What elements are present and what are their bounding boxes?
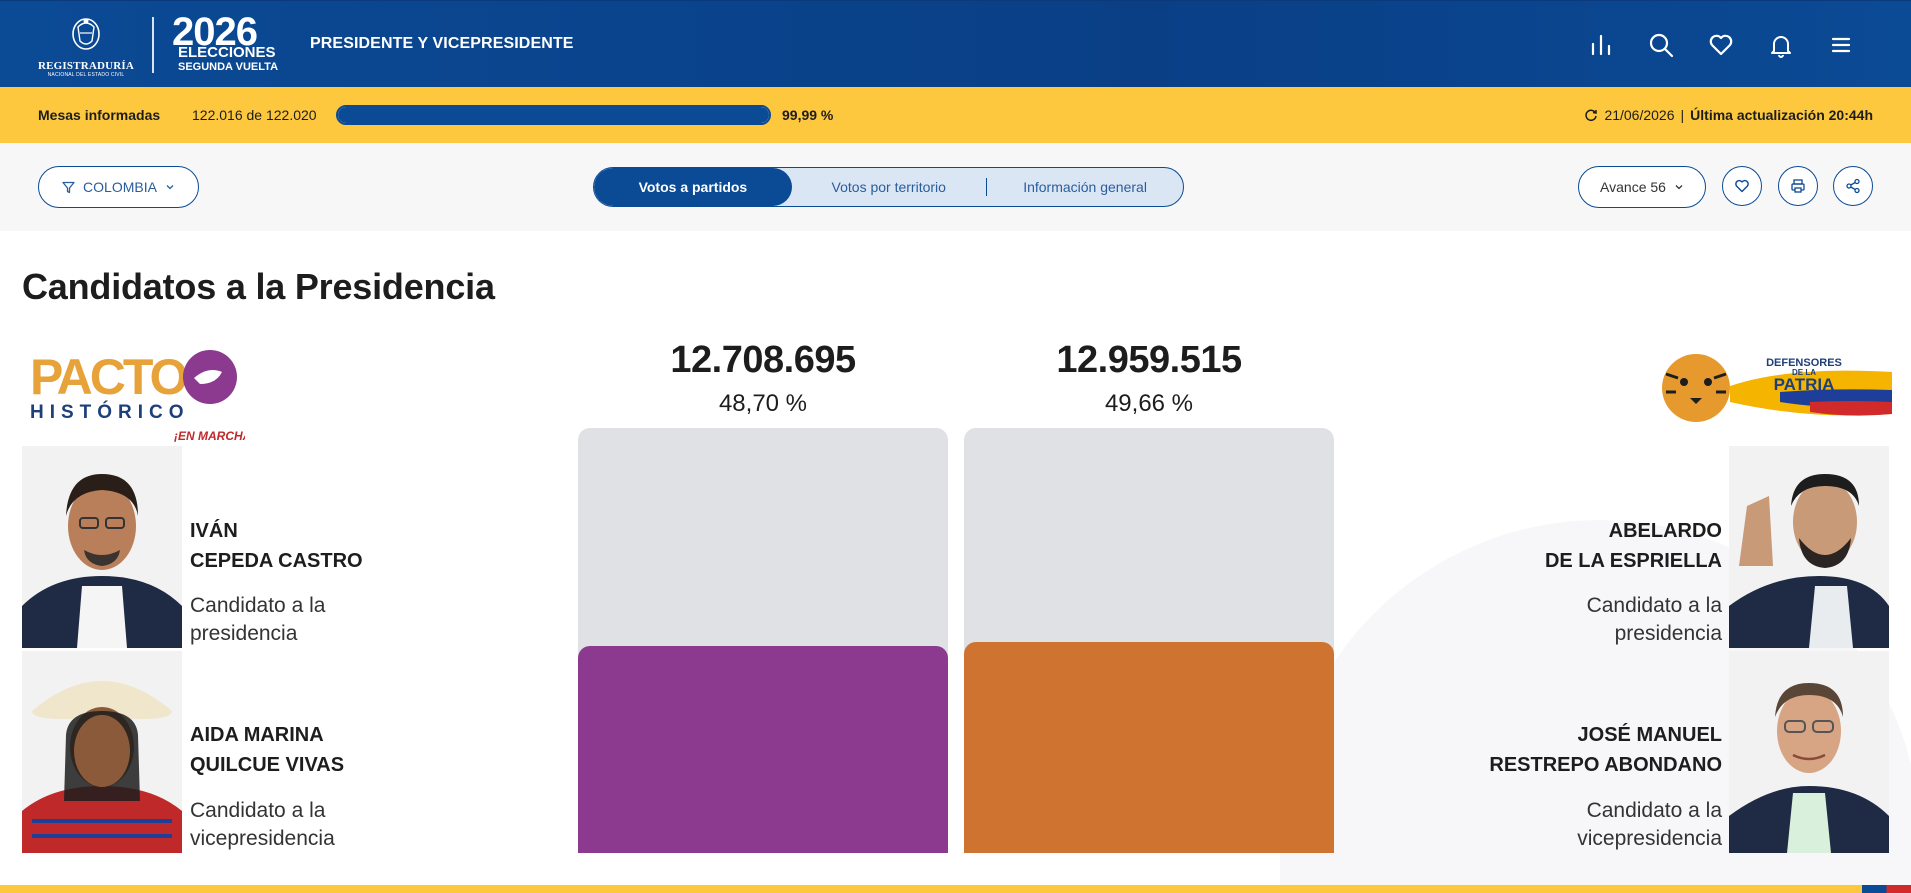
party-logo-right-line1: DEFENSORES bbox=[1766, 357, 1842, 369]
heart-icon bbox=[1735, 179, 1749, 193]
printer-icon bbox=[1791, 179, 1805, 193]
candidate-role-president-right: Candidato a la presidencia bbox=[1418, 592, 1722, 648]
update-separator: | bbox=[1680, 107, 1685, 123]
party-logo-right-line2: DE LA bbox=[1792, 368, 1816, 377]
candidate-photo-cepeda bbox=[22, 446, 182, 648]
mesas-progress-fill bbox=[338, 107, 769, 123]
search-icon[interactable] bbox=[1631, 28, 1691, 62]
print-button[interactable] bbox=[1778, 166, 1818, 206]
vice-left-role-2: vicepresidencia bbox=[190, 827, 335, 850]
vote-bar-left bbox=[578, 428, 948, 853]
percent-left: 48,70 % bbox=[718, 390, 808, 417]
president-left-role-1: Candidato a la bbox=[190, 594, 326, 617]
toolbar: COLOMBIA Votos a partidos Votos por terr… bbox=[0, 143, 1911, 231]
refresh-icon[interactable] bbox=[1584, 108, 1598, 122]
mesas-count: 122.016 de 122.020 bbox=[192, 107, 317, 123]
coat-of-arms-icon bbox=[72, 18, 100, 50]
avance-label: Avance 56 bbox=[1600, 179, 1666, 195]
party-logo-left-tag: ¡EN MARCHA! bbox=[174, 429, 245, 443]
candidate-name-vice-left: AIDA MARINA QUILCUE VIVAS bbox=[190, 720, 344, 780]
defensores-de-la-patria-logo: DEFENSORES DE LA PATRIA bbox=[1660, 352, 1892, 424]
vice-right-first: JOSÉ MANUEL bbox=[1577, 724, 1722, 746]
party-logo-right-line3: PATRIA bbox=[1774, 375, 1835, 394]
filter-label: COLOMBIA bbox=[83, 179, 157, 195]
heart-icon[interactable] bbox=[1691, 28, 1751, 62]
update-time: Última actualización 20:44h bbox=[1690, 107, 1873, 123]
favorite-button[interactable] bbox=[1722, 166, 1762, 206]
candidate-name-vice-right: JOSÉ MANUEL RESTREPO ABONDANO bbox=[1418, 720, 1722, 780]
election-round: SEGUNDA VUELTA bbox=[178, 61, 279, 73]
election-year: 2026 bbox=[172, 10, 258, 54]
header-divider bbox=[152, 17, 154, 73]
registraduria-logo[interactable]: REGISTRADURÍA NACIONAL DEL ESTADO CIVIL bbox=[36, 15, 136, 78]
party-logo-left-sub: HISTÓRICO bbox=[30, 401, 190, 423]
bottom-strip-accent bbox=[1862, 885, 1911, 893]
president-right-role-2: presidencia bbox=[1614, 622, 1722, 645]
top-header: REGISTRADURÍA NACIONAL DEL ESTADO CIVIL … bbox=[0, 0, 1911, 87]
mesas-progress-bar bbox=[336, 105, 771, 125]
avance-select[interactable]: Avance 56 bbox=[1578, 166, 1706, 208]
president-left-first: IVÁN bbox=[190, 520, 238, 542]
candidate-photo-restrepo bbox=[1729, 651, 1889, 853]
president-left-role-2: presidencia bbox=[190, 622, 298, 645]
vote-bar-left-fill bbox=[578, 646, 948, 853]
elecciones-logo[interactable]: 2026 ELECCIONES SEGUNDA VUELTA bbox=[172, 10, 290, 75]
vice-left-role-1: Candidato a la bbox=[190, 799, 326, 822]
menu-icon[interactable] bbox=[1811, 28, 1871, 62]
vice-right-role-2: vicepresidencia bbox=[1577, 827, 1722, 850]
pacto-historico-logo: PACTO HISTÓRICO ¡EN MARCHA! bbox=[30, 349, 255, 445]
president-right-last: DE LA ESPRIELLA bbox=[1544, 550, 1722, 572]
mesas-label: Mesas informadas bbox=[38, 107, 161, 123]
tab-informacion-general[interactable]: Información general bbox=[1023, 179, 1147, 195]
candidate-role-vice-left: Candidato a la vicepresidencia bbox=[190, 797, 335, 853]
update-date: 21/06/2026 bbox=[1604, 107, 1675, 123]
share-icon bbox=[1846, 178, 1860, 194]
page-title: Candidatos a la Presidencia bbox=[22, 266, 495, 307]
territory-filter-button[interactable]: COLOMBIA bbox=[38, 166, 199, 208]
candidate-role-vice-right: Candidato a la vicepresidencia bbox=[1418, 797, 1722, 853]
vote-bar-right-fill bbox=[964, 641, 1334, 853]
registraduria-subtitle: NACIONAL DEL ESTADO CIVIL bbox=[47, 72, 125, 78]
vice-right-last: RESTREPO ABONDANO bbox=[1489, 754, 1722, 776]
view-tabs: Votos a partidos Votos por territorio In… bbox=[593, 167, 1184, 207]
chevron-down-icon bbox=[1675, 185, 1683, 190]
party-logo-left-name: PACTO bbox=[30, 350, 186, 405]
percent-right: 49,66 % bbox=[1104, 390, 1194, 417]
mesas-progress-band: Mesas informadas 122.016 de 122.020 99,9… bbox=[0, 87, 1911, 143]
president-right-role-1: Candidato a la bbox=[1586, 594, 1722, 617]
vote-bar-right bbox=[964, 428, 1334, 853]
tab-divider bbox=[985, 178, 988, 196]
page-section-title: PRESIDENTE Y VICEPRESIDENTE bbox=[310, 35, 574, 52]
registraduria-name: REGISTRADURÍA bbox=[37, 60, 135, 72]
mesas-percent: 99,99 % bbox=[782, 107, 834, 123]
vice-right-role-1: Candidato a la bbox=[1586, 799, 1722, 822]
vice-left-last: QUILCUE VIVAS bbox=[190, 754, 345, 776]
bell-icon[interactable] bbox=[1751, 28, 1811, 62]
header-actions bbox=[1571, 28, 1871, 62]
candidate-photo-espriella bbox=[1729, 446, 1889, 648]
chevron-down-icon bbox=[166, 185, 174, 190]
candidate-name-president-right: ABELARDO DE LA ESPRIELLA bbox=[1418, 516, 1722, 576]
votes-right: 12.959.515 bbox=[1056, 339, 1242, 381]
president-right-first: ABELARDO bbox=[1608, 520, 1722, 542]
candidate-role-president-left: Candidato a la presidencia bbox=[190, 592, 325, 648]
share-button[interactable] bbox=[1833, 166, 1873, 206]
election-word: ELECCIONES bbox=[178, 44, 276, 61]
president-left-last: CEPEDA CASTRO bbox=[190, 550, 363, 572]
votes-left: 12.708.695 bbox=[670, 339, 856, 381]
vice-left-first: AIDA MARINA bbox=[190, 724, 324, 746]
candidate-photo-quilcue bbox=[22, 651, 182, 853]
tab-votos-partidos[interactable]: Votos a partidos bbox=[594, 168, 792, 206]
filter-icon bbox=[62, 181, 75, 193]
last-update: 21/06/2026 | Última actualización 20:44h bbox=[1584, 107, 1873, 123]
tab-votos-territorio[interactable]: Votos por territorio bbox=[831, 179, 946, 195]
bar-chart-icon[interactable] bbox=[1571, 28, 1631, 62]
candidate-name-president-left: IVÁN CEPEDA CASTRO bbox=[190, 516, 363, 576]
bottom-strip bbox=[0, 885, 1911, 893]
